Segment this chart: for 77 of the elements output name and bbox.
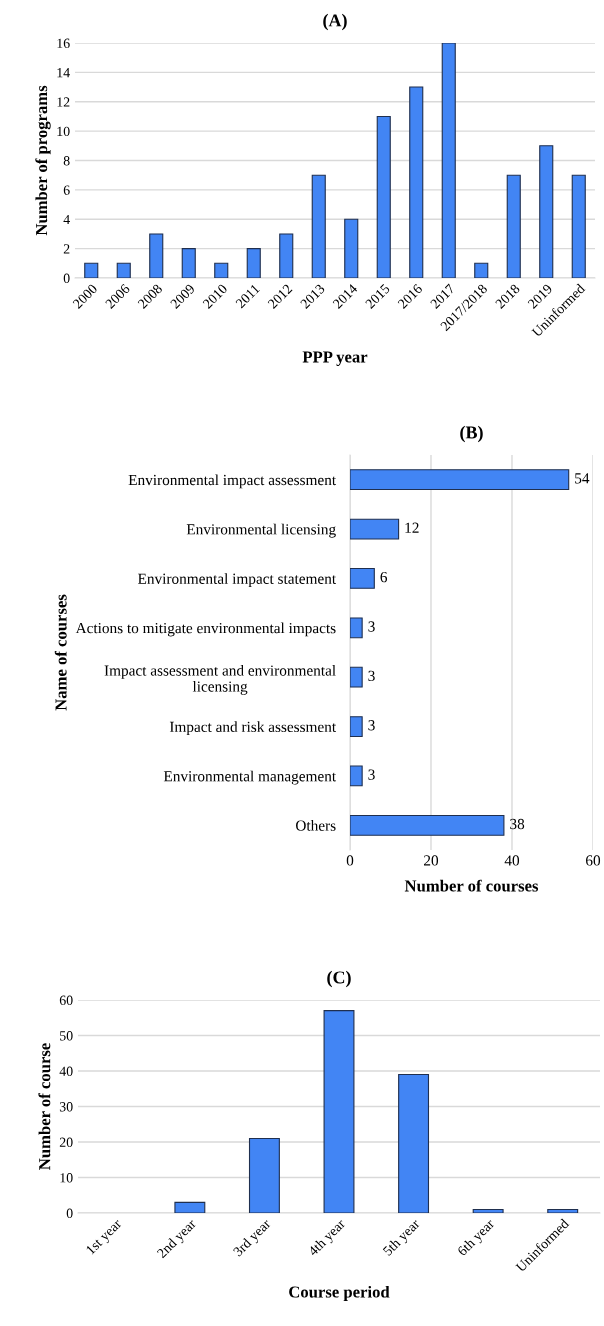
y-tick-label: Impact and risk assessment [169, 721, 337, 736]
data-label: 38 [510, 818, 525, 830]
bar [214, 262, 229, 278]
bar [474, 262, 489, 278]
y-tick-label: Actions to mitigate environmental impacts [75, 622, 336, 637]
bar [116, 262, 131, 278]
bar [248, 1137, 280, 1213]
data-label: 54 [575, 473, 590, 484]
data-label: 6 [380, 571, 388, 583]
x-tick-label: 40 [504, 855, 520, 866]
data-label: 3 [368, 769, 375, 780]
bar [472, 1208, 504, 1213]
x-tick-label: 1st year [85, 1218, 125, 1257]
bar [279, 233, 294, 278]
x-tick-label: 2nd year [156, 1217, 199, 1261]
y-tick-label: 0 [66, 1208, 73, 1218]
data-label: 3 [368, 720, 375, 731]
data-label: 3 [368, 621, 375, 632]
y-tick-label: 14 [57, 68, 70, 78]
y-tick-label: 10 [57, 126, 70, 137]
bar [246, 248, 261, 278]
bar [376, 115, 391, 278]
y-tick-label: 16 [57, 38, 70, 48]
bar [571, 174, 586, 278]
bar [350, 814, 505, 836]
x-tick-label: 60 [586, 855, 601, 866]
y-tick-label: Impact assessment and environmental licensing [104, 664, 336, 695]
y-tick-label: Environmental licensing [186, 523, 336, 538]
bar [398, 1073, 430, 1213]
y-tick-label: 6 [63, 185, 70, 195]
y-tick-label: Environmental impact statement [138, 573, 337, 587]
bar [344, 218, 359, 278]
bar [84, 262, 99, 278]
bar [181, 248, 196, 278]
bar [441, 43, 456, 278]
y-tick-label: 10 [60, 1173, 73, 1183]
y-tick-label: 2 [63, 244, 70, 254]
chart-title: (B) [460, 425, 483, 443]
bar [350, 765, 363, 787]
chart-title: (A) [323, 13, 347, 31]
y-axis-title: Name of courses [54, 594, 67, 711]
bar [539, 145, 554, 278]
y-tick-label: Environmental impact assessment [128, 474, 337, 489]
x-axis-title: PPP year [302, 351, 368, 366]
y-tick-label: 8 [63, 156, 70, 166]
y-tick-label: Others [296, 820, 336, 831]
bar [174, 1201, 206, 1213]
x-tick-label: 20 [424, 855, 439, 866]
y-tick-label: 4 [63, 214, 70, 225]
bar [409, 86, 424, 278]
y-tick-label: 12 [57, 97, 70, 107]
data-label: 3 [368, 670, 375, 682]
y-tick-label: 60 [59, 995, 73, 1005]
bar [323, 1010, 355, 1213]
x-axis-title: Course period [289, 1285, 390, 1301]
bar [350, 568, 375, 589]
chart-title: (C) [327, 970, 351, 988]
x-tick-label: 0 [346, 855, 354, 866]
y-axis-title: Number of programs [35, 85, 51, 236]
y-tick-label: 0 [63, 273, 70, 283]
bar [350, 716, 363, 737]
y-tick-label: 40 [59, 1066, 73, 1076]
y-axis-title: Number of course [38, 1043, 51, 1170]
bar [311, 174, 326, 278]
bar [149, 233, 164, 278]
bar [350, 469, 570, 491]
bar [350, 666, 363, 688]
y-tick-label: 30 [59, 1102, 73, 1112]
y-tick-label: 50 [60, 1031, 73, 1041]
bar [350, 617, 363, 639]
y-tick-label: 20 [59, 1137, 73, 1147]
bar [547, 1208, 579, 1213]
bar [506, 174, 521, 278]
x-axis-title: Number of courses [404, 879, 539, 892]
data-label: 12 [405, 522, 419, 533]
y-tick-label: Environmental management [163, 770, 337, 785]
bar [350, 518, 400, 540]
